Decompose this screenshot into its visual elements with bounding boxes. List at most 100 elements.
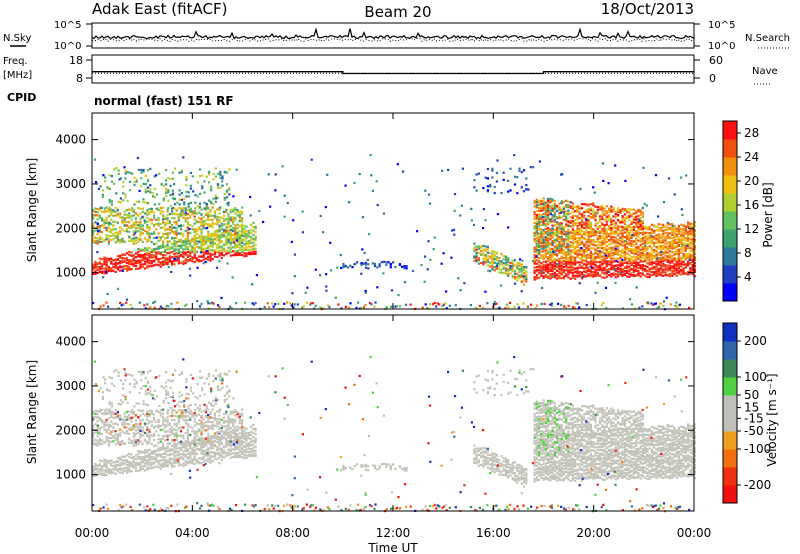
echo-cell <box>558 262 561 265</box>
echo-cell <box>140 171 143 174</box>
echo-cell <box>538 257 541 260</box>
echo-cell <box>693 275 696 278</box>
echo-cell <box>139 217 142 220</box>
echo-cell <box>162 263 165 266</box>
echo-cell <box>185 178 188 181</box>
echo-cell <box>142 198 145 201</box>
echo-cell <box>271 302 274 305</box>
echo-cell <box>610 235 613 239</box>
echo-cell <box>648 240 651 243</box>
echo-cell <box>552 250 555 253</box>
echo-cell <box>232 238 235 241</box>
echo-cell <box>150 467 153 470</box>
echo-cell <box>668 272 672 276</box>
echo-cell <box>148 256 151 259</box>
echo-cell <box>128 180 132 183</box>
echo-cell <box>202 255 205 258</box>
echo-cell <box>198 228 201 231</box>
echo-cell <box>177 245 180 248</box>
echo-cell <box>362 262 365 265</box>
echo-cell <box>119 216 122 219</box>
echo-cell <box>125 298 129 301</box>
echo-cell <box>116 468 119 471</box>
echo-cell <box>117 200 120 203</box>
echo-cell <box>650 262 654 265</box>
echo-cell <box>480 261 483 265</box>
echo-cell <box>632 244 635 247</box>
echo-cell <box>489 265 492 268</box>
echo-cell <box>219 206 222 209</box>
echo-cell <box>175 232 178 235</box>
echo-cell <box>146 259 149 262</box>
echo-cell <box>518 264 521 267</box>
echo-cell <box>605 205 608 208</box>
echo-cell <box>551 227 554 230</box>
echo-cell <box>659 254 663 257</box>
echo-cell <box>605 244 608 247</box>
echo-cell <box>619 270 622 273</box>
echo-cell <box>569 260 572 263</box>
echo-cell <box>128 225 131 228</box>
echo-cell <box>507 268 510 271</box>
echo-cell <box>250 242 253 245</box>
echo-cell <box>392 261 395 264</box>
echo-cell <box>159 455 162 458</box>
colorbar-segment <box>723 139 737 158</box>
echo-cell <box>184 240 187 243</box>
echo-cell <box>159 209 162 212</box>
echo-cell <box>691 267 694 270</box>
echo-cell <box>644 237 647 240</box>
echo-cell <box>132 242 135 245</box>
echo-cell <box>657 215 660 218</box>
echo-cell <box>551 236 554 239</box>
echo-cell <box>587 211 590 214</box>
echo-cell <box>630 272 633 275</box>
echo-cell <box>693 234 696 237</box>
echo-cell <box>495 256 498 259</box>
echo-cell <box>675 301 678 304</box>
echo-cell <box>251 302 254 305</box>
echo-cell <box>619 264 622 267</box>
echo-cell <box>191 237 194 240</box>
echo-cell <box>509 265 512 268</box>
echo-cell <box>241 228 244 231</box>
echo-cell <box>666 273 669 276</box>
echo-cell <box>589 212 593 215</box>
echo-cell <box>159 448 162 451</box>
echo-cell <box>576 245 579 248</box>
echo-cell <box>94 210 97 213</box>
echo-cell <box>635 234 638 237</box>
echo-cell <box>574 262 577 265</box>
echo-cell <box>227 201 230 204</box>
echo-cell <box>583 211 586 214</box>
echo-cell <box>544 252 547 255</box>
echo-cell <box>664 254 667 257</box>
echo-cell <box>664 242 667 245</box>
echo-cell <box>236 226 239 229</box>
echo-cell <box>94 241 97 244</box>
echo-cell <box>102 304 105 307</box>
echo-cell <box>684 249 687 252</box>
echo-cell <box>559 211 562 214</box>
echo-cell <box>493 303 496 306</box>
echo-cell <box>121 269 124 272</box>
echo-cell <box>544 224 547 228</box>
echo-cell <box>578 207 581 210</box>
echo-cell <box>614 244 617 247</box>
echo-cell <box>691 230 694 233</box>
echo-cell <box>134 267 138 270</box>
echo-cell <box>164 465 167 468</box>
echo-cell <box>184 253 187 256</box>
echo-cell <box>126 199 129 202</box>
echo-cell <box>680 269 683 272</box>
echo-cell <box>110 257 113 260</box>
echo-cell <box>560 303 563 306</box>
echo-cell <box>585 257 588 261</box>
echo-cell <box>162 206 165 209</box>
echo-cell <box>250 251 253 254</box>
echo-cell <box>94 267 97 270</box>
echo-cell <box>556 206 559 209</box>
echo-cell <box>403 265 406 268</box>
echo-cell <box>671 239 674 242</box>
echo-cell <box>630 248 633 251</box>
